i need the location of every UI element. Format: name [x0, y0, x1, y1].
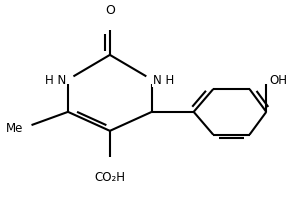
Text: Me: Me	[6, 121, 23, 134]
Text: H N: H N	[45, 74, 67, 87]
Text: OH: OH	[269, 74, 287, 87]
Text: O: O	[105, 4, 115, 17]
Text: N H: N H	[153, 74, 174, 87]
Text: CO₂H: CO₂H	[94, 170, 125, 183]
